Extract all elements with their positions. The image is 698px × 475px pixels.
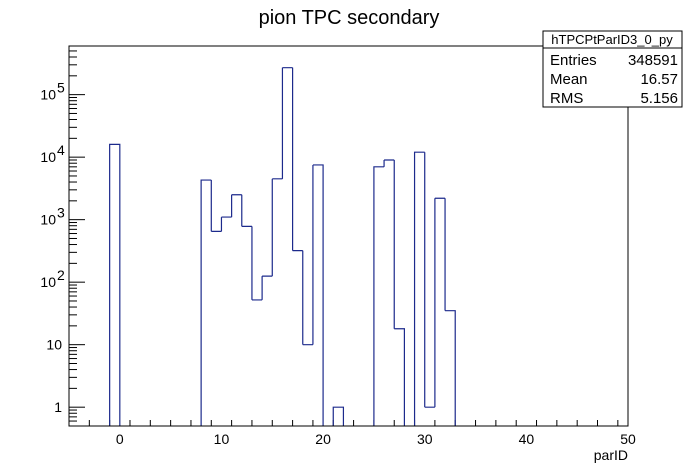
histogram-bin (200, 179, 212, 426)
histogram-bin (444, 198, 456, 426)
histogram-bin (231, 194, 242, 218)
histogram-bin (261, 275, 273, 300)
stats-entries-value: 348591 (628, 52, 678, 69)
x-axis-label: parID (594, 447, 628, 463)
stats-mean-value: 16.57 (640, 71, 678, 88)
histogram-bin (210, 180, 222, 232)
y-tick-exponent: 5 (57, 80, 65, 96)
y-tick-exponent: 4 (57, 142, 65, 158)
stats-box-frame (542, 30, 683, 108)
histogram-bin (302, 250, 313, 346)
y-tick-exponent: 2 (57, 267, 65, 283)
histogram-bin (373, 166, 385, 426)
x-tick-label: 10 (214, 431, 230, 447)
stats-rms-label: RMS (550, 90, 583, 107)
x-tick-label: 20 (315, 431, 331, 447)
histogram-bin (393, 160, 405, 426)
plot-frame (68, 45, 629, 427)
stats-box-name: hTPCPtParID3_0_py (551, 32, 673, 47)
histogram-bin (251, 226, 263, 301)
y-tick-label: 10 (46, 337, 62, 353)
y-tick-label: 10 (40, 149, 56, 165)
x-tick-label: 40 (519, 431, 535, 447)
stats-rms-value: 5.156 (640, 90, 678, 107)
histogram-bin (332, 406, 345, 426)
histogram-bin (383, 159, 395, 167)
y-tick-label: 1 (54, 399, 62, 415)
x-tick-label: 50 (620, 431, 636, 447)
chart-title: pion TPC secondary (259, 7, 440, 29)
histogram-bin (413, 151, 425, 426)
histogram-bin (109, 143, 121, 426)
histogram-bin (434, 197, 446, 408)
stats-box: hTPCPtParID3_0_py Entries 348591 Mean 16… (542, 30, 683, 108)
x-tick-label: 0 (116, 431, 124, 447)
histogram-bin (241, 194, 252, 228)
histogram-bin (220, 216, 232, 232)
histogram-bin (312, 164, 324, 426)
histogram-bin (424, 152, 435, 408)
axis-ticks (68, 45, 619, 427)
histogram-bars (109, 67, 456, 426)
x-tick-label: 30 (417, 431, 433, 447)
y-tick-label: 10 (40, 212, 56, 228)
histogram-bin (292, 67, 303, 252)
y-tick-exponent: 3 (57, 205, 65, 221)
histogram-bin (281, 67, 293, 179)
y-tick-label: 10 (40, 274, 56, 290)
histogram-bin (271, 178, 283, 277)
stats-mean-label: Mean (550, 71, 588, 88)
y-tick-label: 10 (40, 87, 56, 103)
x-tick-labels: 0 10 20 30 40 50 (116, 431, 636, 447)
stats-entries-label: Entries (550, 52, 597, 69)
